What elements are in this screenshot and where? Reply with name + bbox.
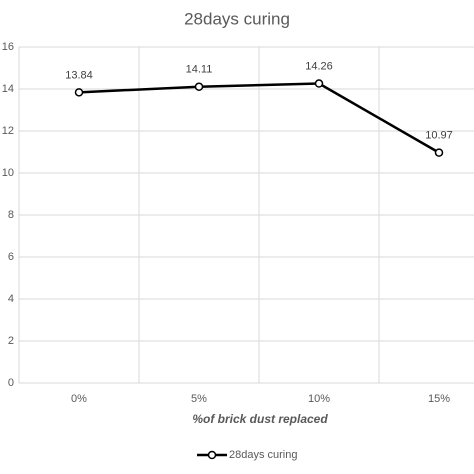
y-tick-label: 2 [8,335,14,347]
y-tick-label: 8 [8,209,14,221]
x-tick-label: 15% [428,393,450,405]
data-point [74,88,84,97]
x-axis-title: %of brick dust replaced [192,412,328,426]
data-point [314,79,324,88]
y-tick-label: 6 [8,251,14,263]
data-label: 14.26 [305,60,333,72]
data-label: 14.11 [186,64,213,76]
y-tick-label: 0 [8,377,14,389]
data-line [78,82,440,154]
y-tick-label: 12 [2,125,14,137]
y-tick-label: 4 [8,293,14,305]
y-tick-label: 14 [2,83,14,95]
data-point [434,148,444,157]
x-tick-label: 10% [308,393,330,405]
data-label: 10.97 [425,130,453,142]
x-tick-label: 5% [191,393,207,405]
y-tick-label: 16 [2,41,14,53]
legend-marker [207,450,217,460]
x-tick-label: 0% [71,393,87,405]
chart-title: 28days curing [184,9,290,28]
y-tick-label: 10 [2,167,14,179]
data-point [194,82,204,91]
data-label: 13.84 [65,69,93,81]
legend-label: 28days curing [229,449,298,461]
